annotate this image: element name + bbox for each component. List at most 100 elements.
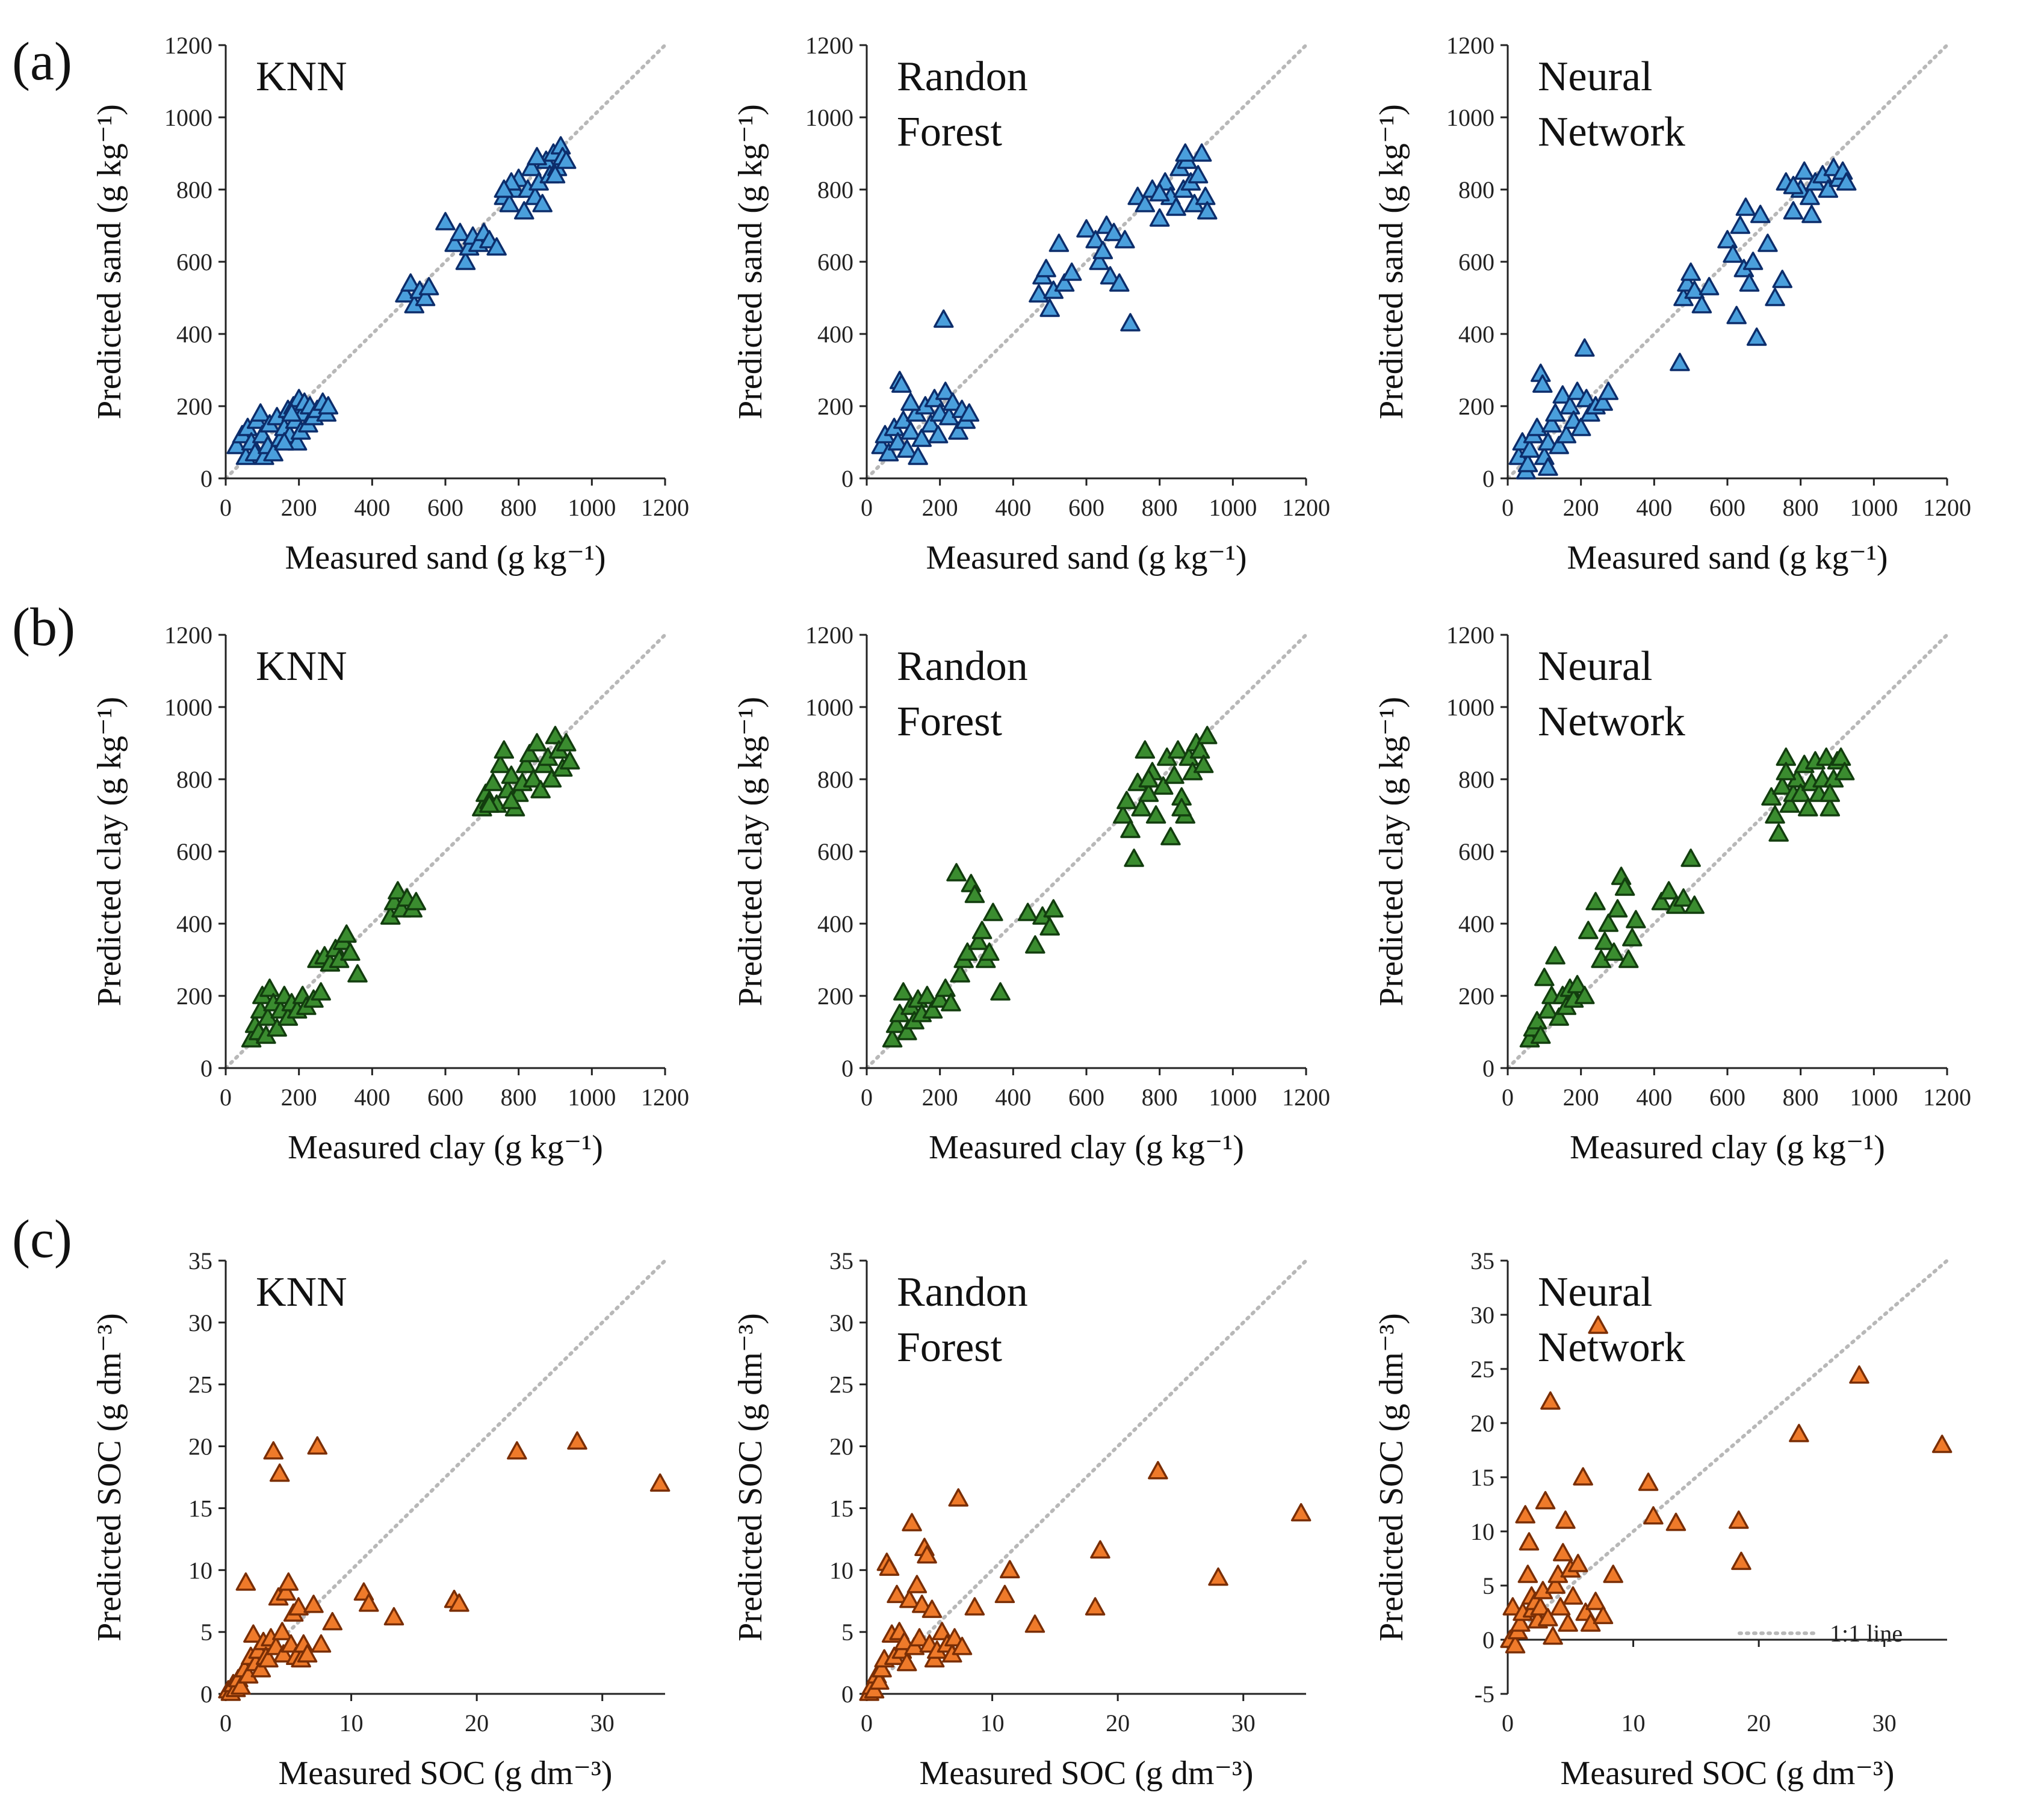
data-point <box>983 903 1003 921</box>
y-tick-label: 15 <box>829 1495 853 1522</box>
data-point <box>1594 931 1615 950</box>
data-point <box>1568 1554 1588 1572</box>
data-point <box>1149 208 1170 227</box>
x-tick-label: 0 <box>861 494 873 521</box>
y-tick-label: 800 <box>817 766 853 793</box>
x-tick-label: 800 <box>1783 494 1819 521</box>
y-axis-label: Predicted clay (g kg⁻¹) <box>732 697 769 1006</box>
data-point <box>1819 783 1841 802</box>
data-point <box>1836 172 1857 191</box>
data-point <box>541 769 562 788</box>
chart-title: Neural <box>1538 643 1652 690</box>
data-point <box>1025 935 1045 954</box>
y-tick-label: 400 <box>1458 321 1494 348</box>
y-tick-label: 200 <box>1458 393 1494 420</box>
data-point <box>494 179 515 198</box>
x-tick-label: 400 <box>354 494 390 521</box>
data-point <box>1552 385 1573 404</box>
data-point <box>1145 805 1166 824</box>
data-point <box>1562 1586 1584 1605</box>
data-point <box>1559 396 1581 415</box>
data-point <box>1039 917 1060 936</box>
data-point <box>1699 277 1720 295</box>
y-tick-label: 1000 <box>1446 694 1494 721</box>
data-point <box>281 403 302 422</box>
data-point <box>959 403 980 422</box>
data-point <box>1603 1564 1623 1583</box>
chart-title: KNN <box>256 54 347 100</box>
x-tick-label: 800 <box>501 1084 537 1111</box>
data-point <box>1545 946 1566 965</box>
data-point <box>1761 787 1782 806</box>
data-point <box>307 1436 328 1455</box>
data-point <box>872 1659 892 1678</box>
data-point <box>935 381 956 400</box>
y-tick-label: 1000 <box>805 104 853 131</box>
data-point <box>1510 1613 1531 1632</box>
data-point <box>1131 798 1151 817</box>
data-point <box>318 396 339 415</box>
data-point <box>911 428 932 447</box>
data-point <box>1680 262 1701 281</box>
data-point <box>1113 805 1133 824</box>
data-point <box>1772 776 1792 795</box>
data-point <box>1765 805 1785 824</box>
data-point <box>920 414 941 433</box>
data-point <box>259 978 280 997</box>
y-tick-label: 25 <box>829 1371 853 1398</box>
data-point <box>917 986 938 1004</box>
data-point <box>1576 389 1597 407</box>
y-tick-label: 200 <box>176 983 212 1010</box>
x-tick-label: 0 <box>1502 1710 1514 1737</box>
data-point <box>1598 381 1619 400</box>
data-point <box>1138 769 1159 788</box>
x-tick-label: 600 <box>427 494 463 521</box>
y-tick-label: 600 <box>1458 249 1494 276</box>
data-point <box>507 1441 527 1460</box>
data-point <box>957 942 978 961</box>
data-point <box>964 885 985 903</box>
data-point <box>1191 143 1212 162</box>
data-point <box>415 288 436 306</box>
data-point <box>276 1582 296 1601</box>
data-point <box>1505 1635 1526 1654</box>
data-point <box>1607 899 1628 918</box>
chart-sand_knn: 0 200 400 600 800 1000 1200 0 200 400 600 800 1000 12… <box>91 32 689 576</box>
y-tick-label: 30 <box>188 1309 212 1336</box>
y-axis-label: Predicted SOC (g dm⁻³) <box>1373 1313 1410 1642</box>
data-point <box>311 1634 332 1653</box>
one-to-one-line <box>224 1259 667 1696</box>
data-point <box>516 755 536 773</box>
y-tick-label: 10 <box>1470 1518 1494 1545</box>
data-point <box>943 392 963 411</box>
data-point <box>1535 1490 1556 1510</box>
data-point <box>882 1029 903 1048</box>
data-point <box>449 1593 469 1612</box>
data-point <box>288 1597 309 1616</box>
data-point <box>1776 762 1797 780</box>
x-axis-label: Measured sand (g kg⁻¹) <box>926 539 1247 576</box>
x-axis-label: Measured sand (g kg⁻¹) <box>1567 539 1888 576</box>
chart-title: KNN <box>256 643 347 690</box>
x-tick-label: 1000 <box>1209 1084 1257 1111</box>
legend-label: 1:1 line <box>1830 1620 1903 1647</box>
data-point <box>1085 230 1106 249</box>
data-point <box>1750 205 1771 223</box>
y-axis-label: Predicted SOC (g dm⁻³) <box>732 1313 769 1642</box>
data-point <box>1043 899 1064 918</box>
x-tick-label: 800 <box>1783 1084 1819 1111</box>
y-axis-label: Predicted sand (g kg⁻¹) <box>732 104 769 419</box>
y-tick-label: 200 <box>176 393 212 420</box>
data-point <box>418 277 439 295</box>
data-point <box>1540 1391 1561 1410</box>
data-point <box>1680 848 1701 867</box>
data-point <box>406 892 427 910</box>
x-tick-label: 600 <box>1709 494 1745 521</box>
data-point <box>263 1441 284 1460</box>
y-tick-label: 1000 <box>1446 104 1494 131</box>
data-point <box>514 201 534 220</box>
data-point <box>948 421 968 440</box>
data-point <box>902 1513 922 1531</box>
y-tick-label: 1200 <box>164 32 212 59</box>
x-axis-label: Measured SOC (g dm⁻³) <box>1561 1755 1895 1792</box>
